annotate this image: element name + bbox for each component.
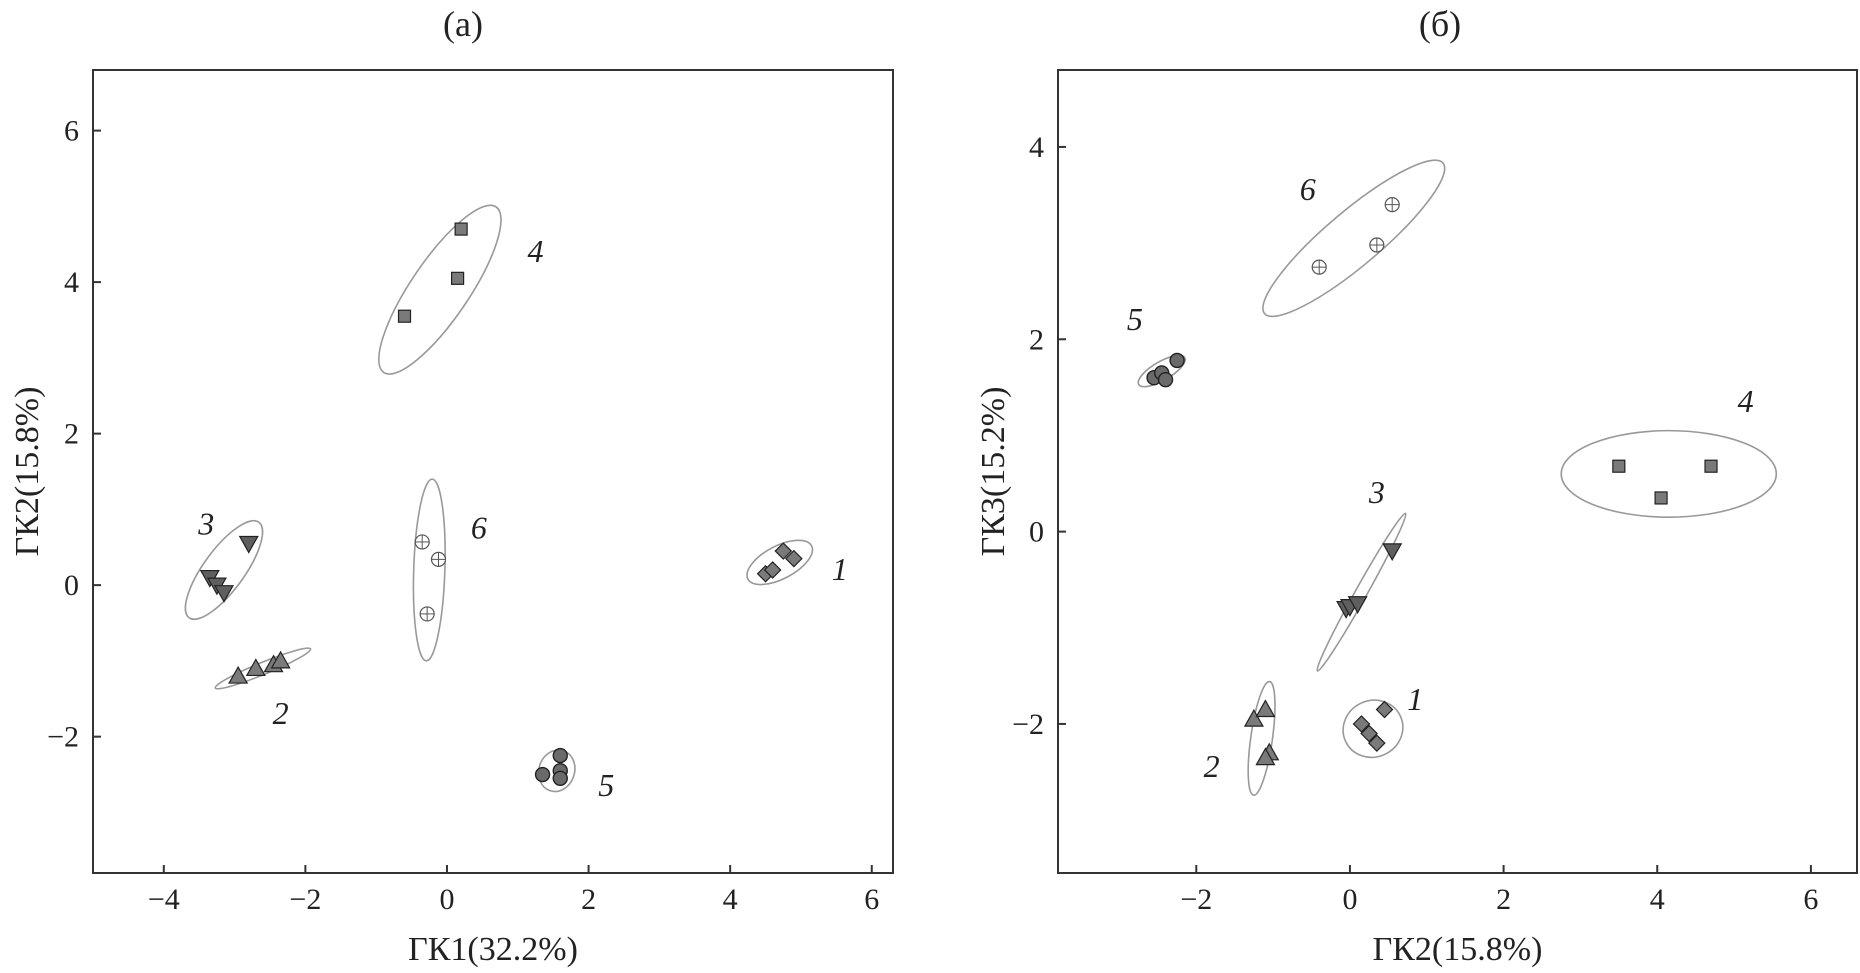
data-point [1654,491,1668,505]
data-point [1311,259,1327,275]
scatter-panel-b: (б) −2 0 2 4 6 −2 0 2 4 ГК2(15.8%) ГК3(15.2%) 1 2 3 4 5 6 [975,4,1858,968]
panel-title: (а) [443,4,483,44]
data-point [454,222,468,236]
data-point [1384,197,1400,213]
confidence-ellipse [746,539,814,586]
data-point [451,271,465,285]
x-tick-label: 2 [581,883,596,916]
data-point [1169,352,1185,369]
x-tick-label: −2 [1180,883,1212,916]
data-point [1360,724,1378,743]
data-point [414,534,430,550]
confidence-ellipse [214,647,312,690]
group-label: 5 [1127,301,1143,337]
data-point [430,551,447,567]
data-point [228,665,249,684]
group-3: 3 [1316,474,1407,672]
plot-frame [1057,69,1858,874]
data-point [1157,371,1174,388]
data-point [1375,700,1394,719]
group-label: 4 [1738,383,1754,419]
y-tick-label: 0 [64,569,79,602]
group-2: 2 [1204,680,1280,797]
group-1: 1 [746,539,848,587]
confidence-ellipse [412,478,446,662]
group-label: 2 [273,695,289,731]
confidence-ellipse [378,204,502,375]
group-4: 4 [1560,383,1778,518]
data-point [1352,715,1371,733]
group-label: 5 [598,767,614,803]
scatter-panel-a: (а) −4 −2 0 2 4 6 −2 0 2 4 6 ГК1(32.2%) ГК2(15.8%) 1 2 3… [9,4,894,968]
x-tick-label: −4 [148,883,180,916]
y-tick-label: −2 [47,721,79,754]
y-axis-label: ГК2(15.8%) [9,387,46,557]
x-tick-label: 0 [439,883,454,916]
confidence-ellipse [1342,699,1404,759]
y-tick-label: −2 [1012,708,1044,741]
data-point [1382,543,1403,562]
group-label: 6 [1300,171,1316,207]
group-label: 2 [1204,748,1220,784]
y-tick-label: 6 [64,115,79,148]
confidence-ellipse [184,519,264,621]
group-3: 3 [184,506,264,621]
x-tick-label: 2 [1496,883,1511,916]
x-tick-label: 6 [1803,883,1818,916]
confidence-ellipse [1560,429,1778,518]
confidence-ellipse [1316,512,1407,672]
data-point [397,309,412,323]
group-6: 6 [412,478,487,662]
group-2: 2 [214,647,312,731]
group-5: 5 [534,747,614,803]
x-tick-label: 0 [1342,883,1357,916]
data-point [552,747,568,764]
data-point [1704,459,1718,473]
data-point [1612,459,1626,473]
confidence-ellipse [1262,159,1446,318]
x-axis-label: ГК2(15.8%) [1373,931,1543,968]
y-tick-label: 2 [64,418,79,451]
group-label: 3 [1368,474,1385,510]
y-tick-label: 0 [1029,516,1044,549]
plot-frame [92,69,894,874]
data-point [1347,596,1368,614]
panel-title: (б) [1419,4,1461,44]
data-point [1255,747,1276,766]
group-6: 6 [1262,159,1446,318]
data-point [213,585,234,603]
data-point [1367,734,1386,753]
group-4: 4 [378,204,543,375]
x-tick-label: 4 [1650,883,1665,916]
data-point [1255,699,1276,718]
y-tick-label: 2 [1029,323,1044,356]
data-point [270,650,291,669]
data-point [238,535,259,554]
data-point [763,561,782,579]
y-tick-label: 4 [64,266,79,299]
data-point [1369,237,1385,253]
data-point [1243,708,1264,727]
data-point [552,770,568,787]
x-tick-label: −2 [289,883,321,916]
group-label: 1 [1407,681,1423,717]
group-label: 3 [197,506,214,542]
y-axis-label: ГК3(15.2%) [975,387,1012,557]
group-label: 1 [832,551,848,587]
group-label: 4 [527,233,543,269]
data-point [774,542,793,560]
data-point [419,606,435,622]
y-tick-label: 4 [1029,131,1044,164]
x-tick-label: 6 [864,883,879,916]
data-point [785,549,803,568]
group-1: 1 [1342,681,1423,759]
group-5: 5 [1127,301,1186,388]
data-point [245,658,266,677]
group-label: 6 [471,509,487,545]
x-tick-label: 4 [723,883,738,916]
confidence-ellipse [1247,680,1276,797]
data-point [534,766,551,783]
x-axis-label: ГК1(32.2%) [408,931,578,968]
